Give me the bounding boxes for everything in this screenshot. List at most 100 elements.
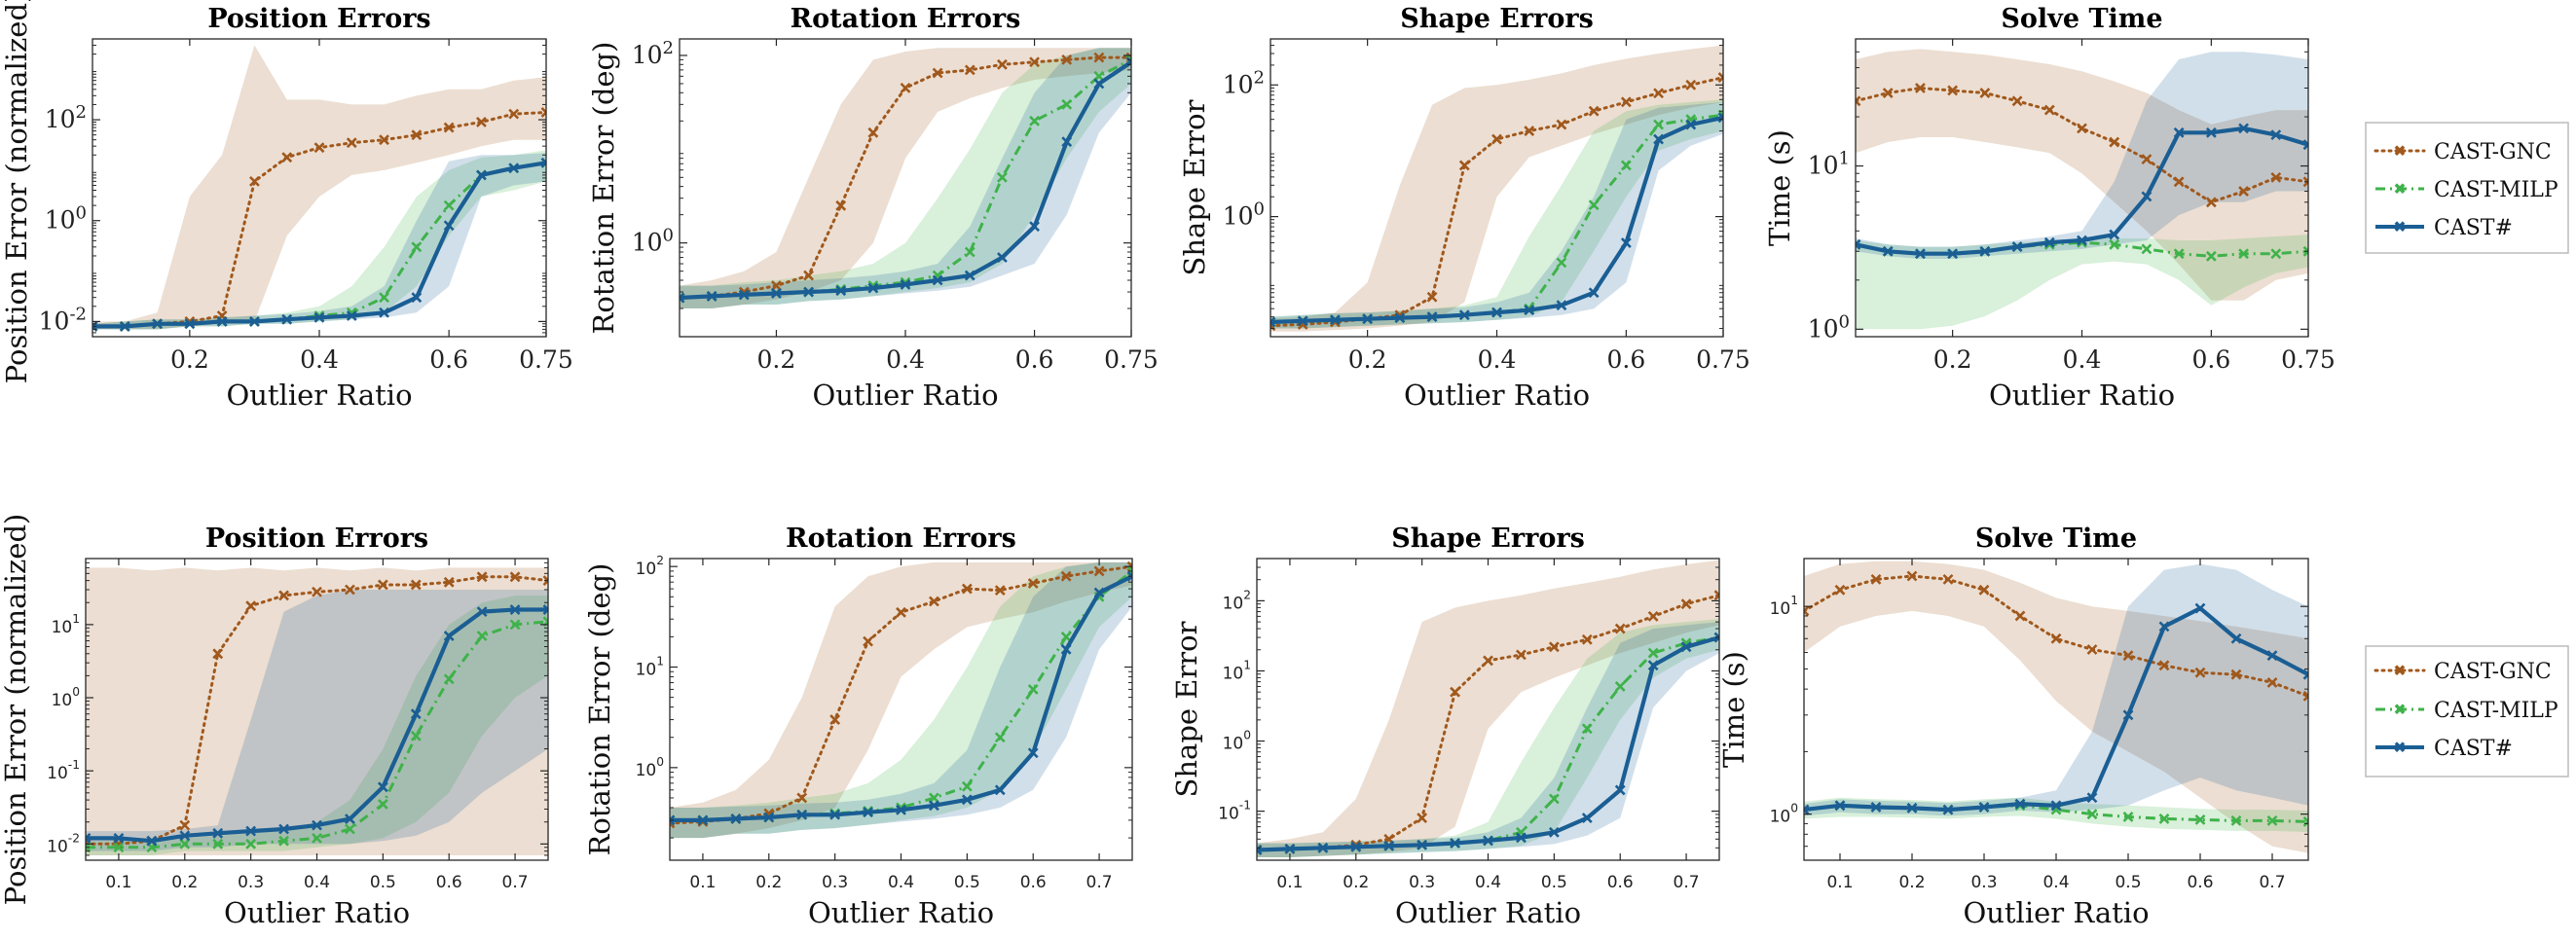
data-point [212,838,224,850]
data-point [1979,245,1991,257]
data-point [1713,632,1719,643]
x-tick-label: 0.5 [370,873,396,892]
x-tick-label: 0.4 [300,345,339,374]
data-point [1620,237,1632,248]
data-point [1270,316,1276,328]
data-point [508,163,520,174]
data-point [835,285,847,297]
x-tick-label: 0.75 [519,345,573,374]
x-tick-label: 0.7 [1086,873,1113,892]
legend-entry-castsharp: ✖ CAST# [2375,737,2513,761]
data-point [1614,784,1626,796]
data-point [2238,248,2249,260]
data-point [929,800,939,812]
data-point [1061,98,1073,110]
data-point [2158,621,2170,633]
data-point [1647,660,1659,671]
data-point [476,169,487,181]
data-point [410,579,422,591]
data-point [1978,802,1990,813]
data-point [867,127,879,138]
data-point [929,596,939,607]
data-point [249,315,260,327]
data-point [1483,655,1493,667]
data-point [278,835,289,847]
y-tick-label: 101 [1808,149,1850,180]
band-cast-milp [86,596,548,855]
x-tick-label: 0.6 [2187,873,2213,892]
data-point [1417,839,1428,850]
data-point [997,58,1008,70]
data-point [179,819,191,831]
data-point [278,823,289,835]
y-tick-label: 101 [1223,658,1251,683]
y-axis-label: Rotation Error (deg) [583,563,616,856]
band-cast-gnc [1804,560,2308,853]
x-tick-label: 0.6 [429,345,468,374]
data-point [2043,104,2055,116]
data-point [900,82,911,93]
data-point [896,804,906,815]
band-cast-gnc [86,567,548,855]
x-tick-label: 0.5 [954,873,980,892]
x-tick-label: 0.2 [1933,345,1972,374]
data-point [245,838,257,850]
y-tick-label: 102 [1223,67,1265,98]
plot-area [86,559,548,860]
data-point [312,586,322,597]
data-point [932,274,943,286]
data-point [680,292,685,304]
chart-panel: 0.1 0.2 0.3 0.4 0.5 0.6 0.7 100 101 102 Rotation E… [583,524,1133,929]
data-point [278,590,289,601]
y-tick-label: 100 [45,203,87,235]
chart-title: Position Errors [207,4,430,34]
data-point [1450,686,1460,698]
data-point [2050,633,2062,644]
data-point [1906,570,1918,582]
svg-text:✖: ✖ [2393,218,2406,236]
data-point [1717,112,1723,124]
band-cast-gnc [670,561,1132,839]
data-point [803,270,814,281]
band-cast-milp [92,150,546,330]
y-tick-label: 102 [632,38,674,69]
data-point [2205,250,2217,262]
x-tick-label: 0.2 [1348,345,1387,374]
chart-panel: 0.2 0.4 0.6 0.75 10-2 100 102 Position Errors Ou… [0,0,573,412]
data-point [2077,123,2087,134]
legend-label-gnc: CAST-GNC [2434,660,2552,684]
data-point [1653,133,1664,145]
data-point [281,313,293,325]
band-cast-gnc [1270,45,1723,332]
data-point [245,825,257,837]
data-point [2270,248,2282,260]
data-point [2077,235,2087,246]
data-point [1915,248,1926,260]
data-point [2014,798,2026,810]
data-point [1653,119,1664,130]
x-axis-label: Outlier Ratio [1395,896,1581,929]
data-point [249,175,260,187]
y-tick-label: 100 [1808,311,1850,343]
data-point [2230,669,2242,680]
data-point [2050,800,2062,812]
data-point [1093,78,1105,90]
y-tick-label: 10-1 [1218,799,1251,824]
data-point [146,835,158,847]
data-point [994,585,1006,597]
band-cast-milp [1270,99,1723,329]
data-point [896,606,906,618]
x-tick-label: 0.6 [1607,873,1634,892]
data-point [1556,119,1567,130]
data-point [1383,840,1395,851]
data-point [542,604,548,615]
data-point [2173,248,2185,260]
x-tick-label: 0.4 [2063,345,2102,374]
data-point [2302,815,2308,827]
data-point [2122,709,2134,721]
data-point [1548,641,1560,653]
x-tick-label: 0.1 [105,873,131,892]
band-castsharp [1804,563,2308,816]
data-point [2270,171,2282,183]
data-point [509,604,521,615]
